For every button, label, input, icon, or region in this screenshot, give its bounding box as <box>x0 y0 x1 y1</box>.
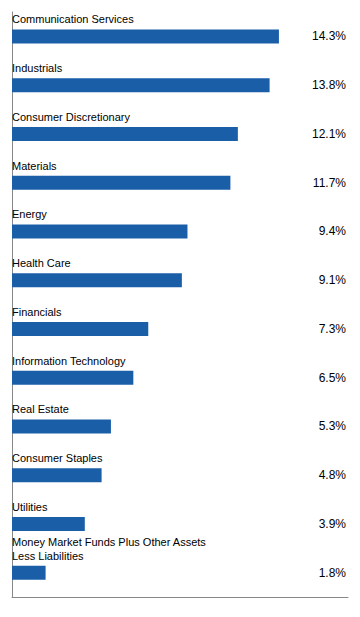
svg-text:Industrials: Industrials <box>12 62 63 74</box>
svg-text:12.1%: 12.1% <box>312 127 346 141</box>
svg-text:6.5%: 6.5% <box>319 371 347 385</box>
svg-text:Less Liabilities: Less Liabilities <box>12 550 84 562</box>
svg-text:Health Care: Health Care <box>12 257 71 269</box>
svg-text:Information Technology: Information Technology <box>12 355 126 367</box>
svg-text:Real Estate: Real Estate <box>12 403 69 415</box>
svg-text:Consumer Discretionary: Consumer Discretionary <box>12 111 130 123</box>
svg-text:4.8%: 4.8% <box>319 468 347 482</box>
svg-text:3.9%: 3.9% <box>319 517 347 531</box>
svg-text:13.8%: 13.8% <box>312 78 346 92</box>
svg-text:1.8%: 1.8% <box>319 566 347 580</box>
svg-text:9.1%: 9.1% <box>319 273 347 287</box>
svg-text:Financials: Financials <box>12 306 62 318</box>
svg-text:11.7%: 11.7% <box>313 176 346 190</box>
svg-text:9.4%: 9.4% <box>319 224 347 238</box>
svg-text:Money Market Funds Plus Other: Money Market Funds Plus Other Assets <box>12 536 206 548</box>
svg-text:14.3%: 14.3% <box>312 29 346 43</box>
svg-text:5.3%: 5.3% <box>319 419 347 433</box>
svg-text:Energy: Energy <box>12 208 47 220</box>
svg-text:Consumer Staples: Consumer Staples <box>12 452 103 464</box>
svg-text:Communication Services: Communication Services <box>12 13 134 25</box>
svg-text:Utilities: Utilities <box>12 501 48 513</box>
svg-text:7.3%: 7.3% <box>319 322 347 336</box>
svg-text:Materials: Materials <box>12 160 57 172</box>
